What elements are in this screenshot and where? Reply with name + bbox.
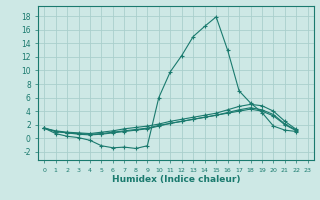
X-axis label: Humidex (Indice chaleur): Humidex (Indice chaleur) xyxy=(112,175,240,184)
